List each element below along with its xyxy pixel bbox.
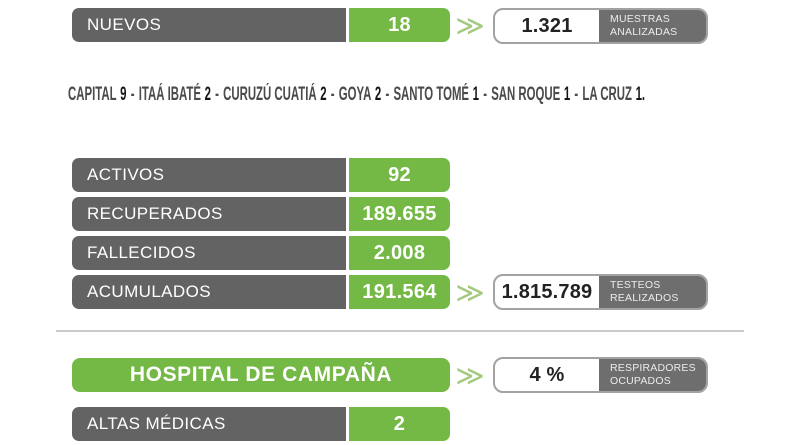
location-separator: - [215,84,219,105]
muestras-label: MUESTRAS ANALIZADAS [599,10,706,42]
muestras-value: 1.321 [521,14,573,37]
section-divider [56,330,744,332]
respiradores-label-line2: OCUPADOS [610,375,671,387]
location-name: GOYA [338,84,372,105]
location-terminator: . [641,84,646,105]
activos-value-bar: 92 [349,158,450,192]
testeos-realizados-box: 1.815.789 TESTEOS REALIZADOS [493,274,708,310]
location-separator: - [130,84,135,105]
fallecidos-value: 2.008 [373,241,426,264]
testeos-value: 1.815.789 [501,280,593,303]
location-count: 2 [374,84,382,105]
muestras-label-line1: MUESTRAS [610,13,670,26]
activos-label: ACTIVOS [87,165,165,184]
location-name: CURUZÚ CUATIÁ [223,84,317,105]
fallecidos-label: FALLECIDOS [87,243,196,262]
nuevos-value: 18 [388,13,411,36]
row-recuperados: RECUPERADOS 189.655 [72,197,450,231]
location-separator: - [483,84,487,105]
chevron-right-icon: ≫ [455,276,485,308]
muestras-label-line2: ANALIZADAS [610,26,678,38]
location-separator: - [330,84,335,105]
recuperados-label: RECUPERADOS [87,204,223,223]
acumulados-value: 191.564 [362,280,437,303]
locations-breakdown: CAPITAL 9- ITAÁ IBATÉ 2- CURUZÚ CUATIÁ 2- GOYA… [68,84,645,106]
chevron-right-icon: ≫ [455,9,485,41]
location-name: SAN ROQUE [491,84,561,105]
testeos-label: TESTEOS REALIZADOS [599,276,706,308]
location-count: 1 [635,84,642,105]
fallecidos-value-bar: 2.008 [349,236,450,270]
location-separator: - [385,84,390,105]
row-acumulados: ACUMULADOS 191.564 [72,275,450,309]
respiradores-ocupados-box: 4 % RESPIRADORES OCUPADOS [493,357,708,393]
location-name: LA CRUZ [582,84,632,105]
respiradores-label-line1: RESPIRADORES [610,362,696,375]
hospital-title: HOSPITAL DE CAMPAÑA [129,363,393,386]
row-fallecidos: FALLECIDOS 2.008 [72,236,450,270]
recuperados-label-bar: RECUPERADOS [72,197,346,231]
row-activos: ACTIVOS 92 [72,158,450,192]
hospital-de-campana-banner: HOSPITAL DE CAMPAÑA [72,358,450,392]
nuevos-value-bar: 18 [349,8,450,42]
altas-medicas-value: 2 [393,412,406,435]
location-count: 9 [120,84,127,105]
testeos-label-line2: REALIZADOS [610,292,679,304]
location-count: 2 [320,84,327,105]
location-count: 2 [204,84,211,105]
altas-medicas-label-bar: ALTAS MÉDICAS [72,407,346,441]
activos-value: 92 [388,163,411,186]
recuperados-value: 189.655 [362,202,437,225]
acumulados-label: ACUMULADOS [87,282,211,301]
respiradores-label: RESPIRADORES OCUPADOS [599,359,706,391]
location-name: ITAÁ IBATÉ [138,84,201,105]
respiradores-value: 4 % [529,363,565,386]
location-separator: - [574,84,579,105]
chevron-right-icon: ≫ [455,359,485,391]
row-altas-medicas: ALTAS MÉDICAS 2 [72,407,450,441]
activos-label-bar: ACTIVOS [72,158,346,192]
location-count: 1 [563,84,571,105]
acumulados-value-bar: 191.564 [349,275,450,309]
location-name: SANTO TOMÉ [393,84,470,105]
location-name: CAPITAL [68,84,117,105]
muestras-analizadas-box: 1.321 MUESTRAS ANALIZADAS [493,8,708,44]
altas-medicas-value-bar: 2 [349,407,450,441]
row-nuevos: NUEVOS 18 [72,8,450,42]
altas-medicas-label: ALTAS MÉDICAS [87,414,226,433]
nuevos-label-bar: NUEVOS [72,8,346,42]
location-count: 1 [472,84,479,105]
fallecidos-label-bar: FALLECIDOS [72,236,346,270]
recuperados-value-bar: 189.655 [349,197,450,231]
nuevos-label: NUEVOS [87,15,162,34]
testeos-label-line1: TESTEOS [610,279,661,292]
acumulados-label-bar: ACUMULADOS [72,275,346,309]
